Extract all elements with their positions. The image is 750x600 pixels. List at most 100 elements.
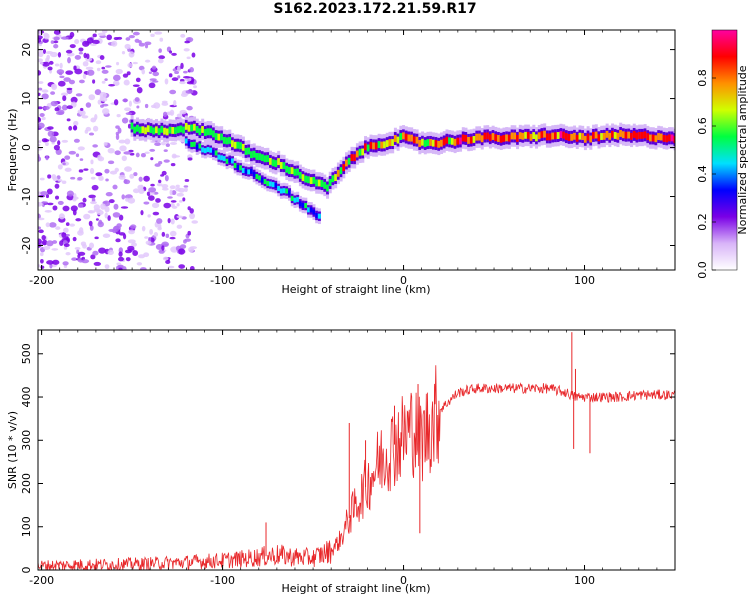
noise-blob xyxy=(38,106,43,110)
noise-blob xyxy=(66,105,73,110)
noise-blob xyxy=(132,61,139,65)
noise-blob xyxy=(85,66,94,71)
noise-blob xyxy=(140,210,144,216)
noise-blob xyxy=(146,191,151,197)
snr-x-tick-label: 0 xyxy=(400,574,407,587)
noise-blob xyxy=(75,218,82,222)
main-trace-core xyxy=(233,141,237,149)
noise-blob xyxy=(143,175,150,182)
noise-blob xyxy=(92,39,100,45)
main-trace-core xyxy=(193,123,197,131)
main-trace-core xyxy=(516,134,520,142)
main-trace-core xyxy=(258,153,262,161)
noise-blob xyxy=(135,77,141,83)
noise-blob xyxy=(102,233,111,238)
noise-blob xyxy=(145,240,152,245)
noise-blob xyxy=(40,62,44,65)
noise-blob xyxy=(62,162,66,166)
main-trace-core xyxy=(247,147,251,155)
secondary-trace-core xyxy=(288,190,292,196)
noise-blob xyxy=(54,63,60,67)
noise-blob xyxy=(60,36,69,40)
noise-blob xyxy=(184,40,190,44)
noise-blob xyxy=(94,89,102,96)
noise-blob xyxy=(148,187,157,193)
noise-blob xyxy=(58,213,65,220)
noise-blob xyxy=(132,188,140,194)
secondary-trace-core xyxy=(266,180,270,186)
main-trace-core xyxy=(491,133,495,140)
noise-blob xyxy=(92,79,96,84)
noise-blob xyxy=(60,92,68,97)
noise-blob xyxy=(89,167,95,175)
noise-blob xyxy=(150,104,157,109)
noise-blob xyxy=(160,174,165,177)
noise-blob xyxy=(156,218,163,224)
noise-blob xyxy=(163,159,170,163)
main-trace-core xyxy=(231,140,235,148)
main-trace-core xyxy=(654,135,658,143)
noise-blob xyxy=(116,61,120,66)
secondary-trace-core xyxy=(222,156,226,162)
noise-blob xyxy=(126,71,131,76)
main-trace-core xyxy=(600,133,604,140)
noise-blob xyxy=(123,179,131,185)
noise-blob xyxy=(189,212,196,220)
colorbar-tick-label: 0.6 xyxy=(696,117,709,135)
snr-ticks: -200 -100 0 100 0 100 200 300 400 500 xyxy=(20,330,676,587)
secondary-trace-core xyxy=(317,213,321,219)
main-trace-core xyxy=(315,179,319,187)
noise-blob xyxy=(63,243,70,248)
colorbar-ticks: 0.0 0.2 0.4 0.6 0.8 xyxy=(696,69,716,279)
main-trace-core xyxy=(377,141,381,149)
noise-blob xyxy=(94,114,98,121)
noise-blob xyxy=(144,151,150,155)
noise-blob xyxy=(184,178,190,182)
secondary-trace-core xyxy=(236,164,240,170)
noise-blob xyxy=(65,222,70,227)
noise-blob xyxy=(112,184,118,190)
main-trace-core xyxy=(548,133,552,141)
main-trace-core xyxy=(621,131,625,139)
main-trace-core xyxy=(426,139,430,147)
noise-blob xyxy=(77,203,84,208)
main-trace-core xyxy=(526,131,530,139)
noise-blob xyxy=(108,199,115,204)
noise-blob xyxy=(141,225,146,232)
main-trace-core xyxy=(312,176,316,184)
main-trace-core xyxy=(393,135,397,142)
noise-blob xyxy=(53,30,61,35)
noise-blob xyxy=(70,205,78,212)
noise-blob xyxy=(144,44,149,49)
noise-blob xyxy=(46,240,54,247)
main-trace-core xyxy=(524,131,528,139)
noise-blob xyxy=(59,75,65,79)
noise-blob xyxy=(151,202,160,209)
main-trace-core xyxy=(475,133,479,141)
secondary-trace-core xyxy=(250,168,254,174)
noise-blob xyxy=(81,115,89,119)
noise-blob xyxy=(78,79,85,84)
main-trace-core xyxy=(616,132,620,140)
main-trace-core xyxy=(328,179,332,186)
main-trace-core xyxy=(537,132,541,140)
secondary-trace-core xyxy=(301,202,305,208)
noise-blob xyxy=(65,251,71,256)
noise-blob xyxy=(57,52,62,58)
main-trace-core xyxy=(279,162,283,169)
main-trace-core xyxy=(456,137,460,145)
noise-blob xyxy=(158,179,162,184)
main-trace-core xyxy=(282,162,286,170)
noise-blob xyxy=(66,190,74,197)
main-trace-core xyxy=(483,132,487,140)
noise-blob xyxy=(161,187,169,191)
noise-blob xyxy=(74,68,83,75)
noise-blob xyxy=(124,166,133,172)
noise-blob xyxy=(122,98,129,103)
noise-blob xyxy=(116,262,122,266)
noise-blob xyxy=(96,67,101,72)
main-trace-core xyxy=(421,138,425,146)
noise-blob xyxy=(90,200,97,205)
secondary-trace-core xyxy=(285,188,289,194)
